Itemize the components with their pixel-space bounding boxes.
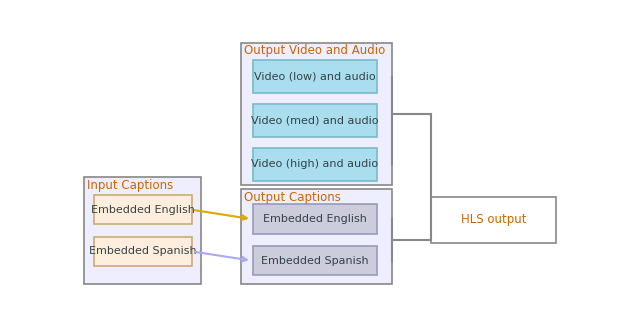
Text: Embedded English: Embedded English <box>91 205 195 215</box>
Text: Video (low) and audio: Video (low) and audio <box>254 72 375 82</box>
FancyBboxPatch shape <box>431 197 556 243</box>
FancyBboxPatch shape <box>241 43 392 185</box>
Text: Video (high) and audio: Video (high) and audio <box>251 159 378 169</box>
FancyBboxPatch shape <box>253 246 376 275</box>
FancyBboxPatch shape <box>253 148 376 180</box>
Text: Embedded Spanish: Embedded Spanish <box>89 246 197 256</box>
FancyBboxPatch shape <box>241 189 392 284</box>
FancyBboxPatch shape <box>253 104 376 137</box>
FancyBboxPatch shape <box>84 178 201 284</box>
Text: Output Captions: Output Captions <box>244 191 341 203</box>
Text: Embedded Spanish: Embedded Spanish <box>261 256 368 266</box>
Text: Embedded English: Embedded English <box>262 214 366 224</box>
FancyBboxPatch shape <box>94 237 192 266</box>
FancyBboxPatch shape <box>94 195 192 225</box>
FancyBboxPatch shape <box>253 204 376 234</box>
Text: Input Captions: Input Captions <box>88 179 174 192</box>
Text: Video (med) and audio: Video (med) and audio <box>251 115 378 125</box>
Text: HLS output: HLS output <box>461 213 526 226</box>
Text: Output Video and Audio: Output Video and Audio <box>244 44 385 57</box>
FancyBboxPatch shape <box>253 61 376 93</box>
